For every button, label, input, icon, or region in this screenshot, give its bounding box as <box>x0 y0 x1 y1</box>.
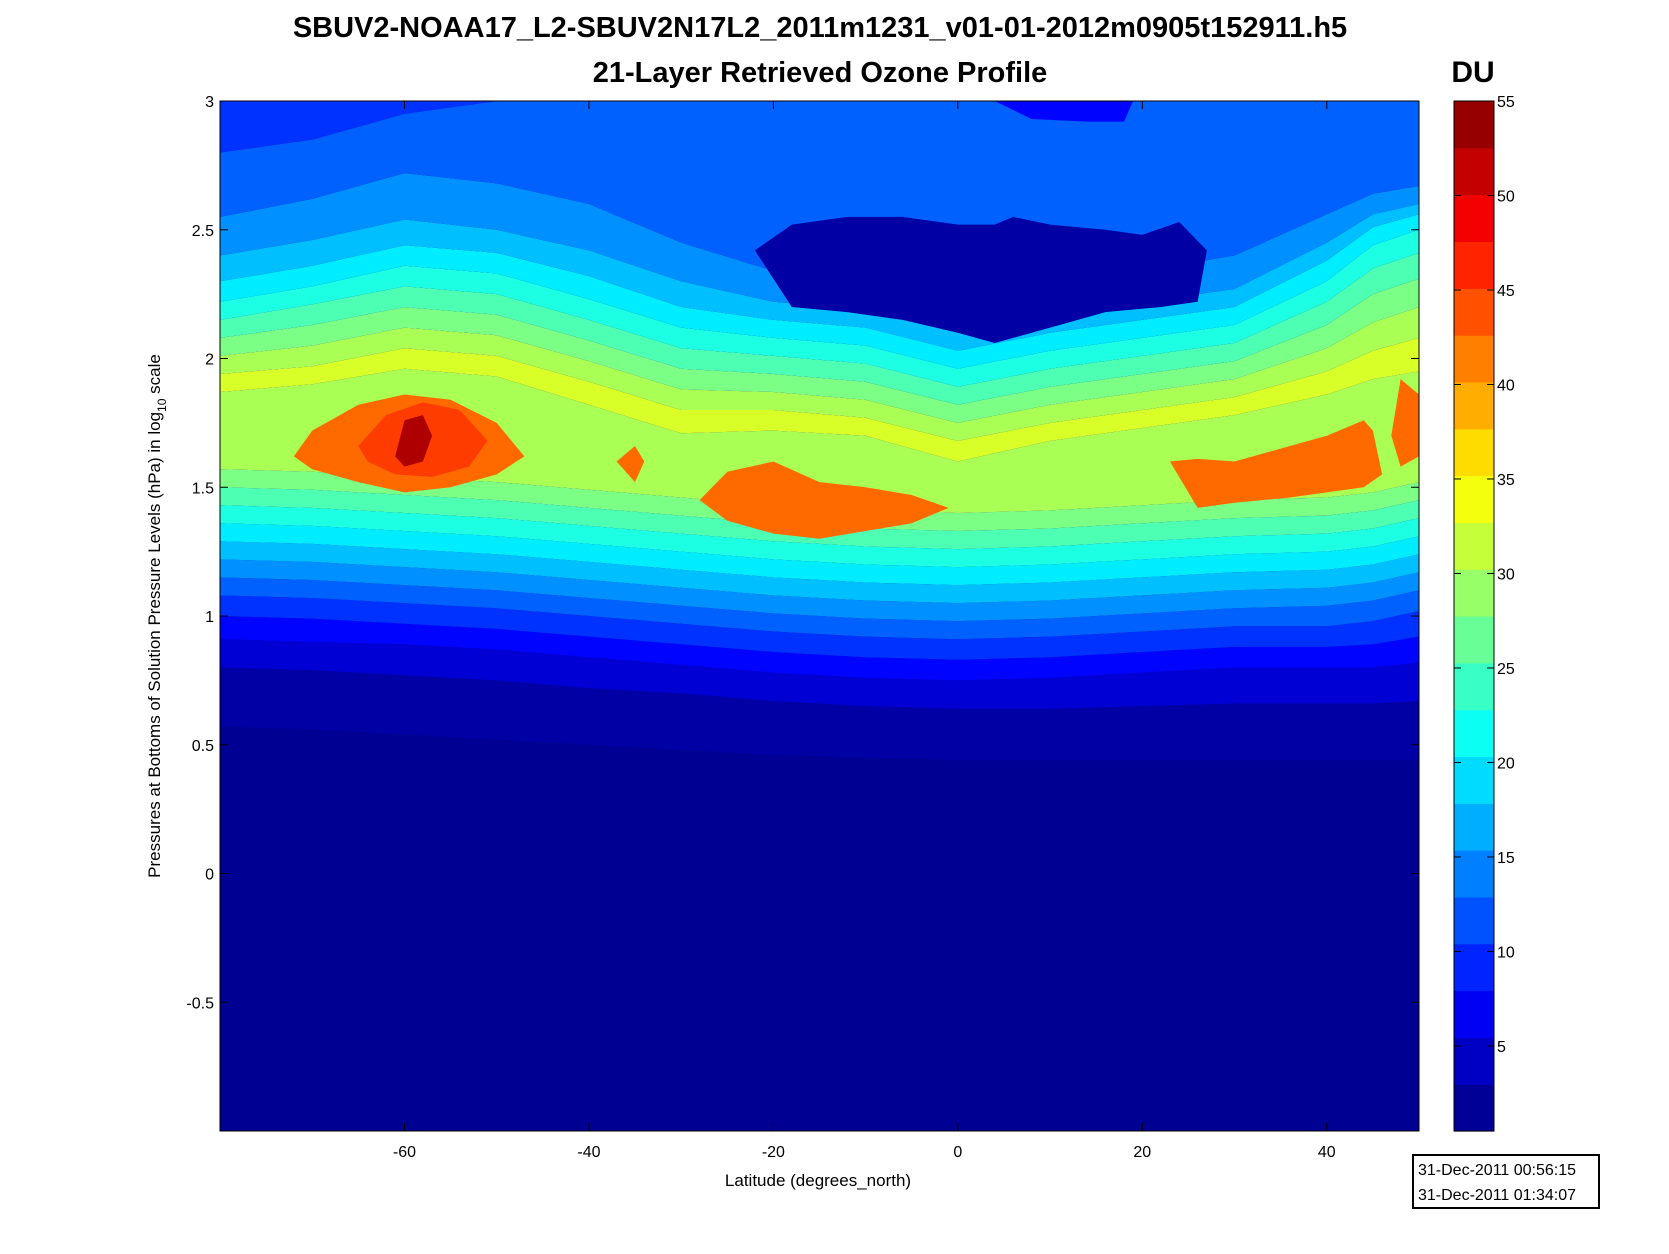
x-tick-label: 0 <box>953 1144 962 1161</box>
contour-region <box>1391 379 1419 467</box>
colorbar-swatch <box>1454 147 1494 196</box>
colorbar-swatch <box>1454 475 1494 523</box>
colorbar-swatch <box>1454 803 1494 851</box>
colorbar-tick-label: 25 <box>1497 661 1515 678</box>
colorbar <box>1454 101 1494 1132</box>
contour-band <box>220 541 1419 604</box>
y-tick-label: 2.5 <box>192 223 214 240</box>
y-tick-label: 1 <box>205 609 214 626</box>
x-tick-label: 20 <box>1133 1144 1151 1161</box>
y-tick-label: 2 <box>205 352 214 369</box>
x-tick-label: -20 <box>762 1144 785 1161</box>
y-tick-label: -0.5 <box>186 995 214 1012</box>
colorbar-swatch <box>1454 194 1494 242</box>
chart-title-line1: SBUV2-NOAA17_L2-SBUV2N17L2_2011m1231_v01… <box>293 12 1347 44</box>
x-axis: -60 -40 -20 0 20 40 <box>393 101 1336 1161</box>
contour-band <box>220 337 1419 462</box>
colorbar-swatch <box>1454 1084 1494 1132</box>
contour-band <box>220 229 1419 387</box>
colorbar-unit: DU <box>1451 56 1494 89</box>
colorbar-tick-label: 55 <box>1497 94 1515 111</box>
contour-region <box>754 216 1207 343</box>
contour-band <box>220 101 1419 153</box>
contour-band <box>220 469 1419 531</box>
colorbar-frame <box>1453 100 1495 1132</box>
colorbar-tick-label: 40 <box>1497 377 1515 394</box>
x-axis-label: Latitude (degrees_north) <box>725 1171 911 1190</box>
contour-band <box>220 595 1419 660</box>
colorbar-swatch <box>1454 288 1494 336</box>
contour-band <box>220 204 1419 351</box>
contour-band <box>220 252 1419 405</box>
colorbar-swatch <box>1454 428 1494 477</box>
contour-band <box>220 487 1419 550</box>
colorbar-tick-label: 10 <box>1497 944 1515 961</box>
y-tick-label: 3 <box>205 94 214 111</box>
y-tick-label: 1.5 <box>192 480 214 497</box>
colorbar-swatch <box>1454 943 1494 992</box>
contour-region <box>616 446 645 483</box>
contour-region <box>699 461 949 539</box>
time-range-box: 31-Dec-2011 00:56:15 31-Dec-2011 01:34:0… <box>1412 1154 1600 1209</box>
colorbar-swatch <box>1454 522 1494 570</box>
contour-band <box>220 214 1419 369</box>
contour-band <box>220 307 1419 441</box>
contour-band <box>220 559 1419 622</box>
colorbar-swatch <box>1454 756 1494 804</box>
colorbar-swatch <box>1454 990 1494 1038</box>
colorbar-tick-label: 20 <box>1497 755 1515 772</box>
contour-band <box>220 368 1419 513</box>
colorbar-swatch <box>1454 241 1494 289</box>
colorbar-tick-label: 5 <box>1497 1039 1506 1056</box>
contour-band <box>220 523 1419 586</box>
colorbar-swatch <box>1454 101 1494 149</box>
x-tick-label: -60 <box>393 1144 416 1161</box>
y-axis: 3 2.5 2 1.5 1 0.5 0 -0.5 <box>186 94 1419 1012</box>
contour-band <box>220 505 1419 568</box>
colorbar-swatch <box>1454 896 1494 945</box>
x-tick-label: 40 <box>1318 1144 1336 1161</box>
plot-area <box>220 101 1419 1131</box>
colorbar-tick-label: 50 <box>1497 188 1515 205</box>
time-start: 31-Dec-2011 00:56:15 <box>1418 1162 1577 1179</box>
time-end: 31-Dec-2011 01:34:07 <box>1418 1187 1577 1204</box>
contour-band <box>220 577 1419 640</box>
colorbar-swatch <box>1454 1037 1494 1085</box>
y-tick-label: 0.5 <box>192 738 214 755</box>
colorbar-swatch <box>1454 662 1494 711</box>
colorbar-ticks: 5 10 15 20 25 30 35 40 45 50 55 <box>1454 94 1515 1056</box>
colorbar-tick-label: 35 <box>1497 472 1515 489</box>
contour-region <box>395 415 433 467</box>
colorbar-swatch <box>1454 381 1494 430</box>
colorbar-swatch <box>1454 569 1494 617</box>
colorbar-tick-label: 15 <box>1497 850 1515 867</box>
colorbar-swatch <box>1454 616 1494 664</box>
colorbar-swatch <box>1454 335 1494 383</box>
contour-region <box>1170 420 1383 508</box>
colorbar-swatch <box>1454 709 1494 757</box>
contour-band <box>220 616 1419 681</box>
contour-band <box>220 278 1419 423</box>
x-tick-label: -40 <box>577 1144 600 1161</box>
contour-band <box>220 639 1419 709</box>
colorbar-tick-label: 30 <box>1497 566 1515 583</box>
y-tick-label: 0 <box>205 867 214 884</box>
contour-band <box>220 667 1419 761</box>
colorbar-swatch <box>1454 850 1494 898</box>
colorbar-tick-label: 45 <box>1497 283 1515 300</box>
contour-region <box>994 101 1134 122</box>
chart-title-line2: 21-Layer Retrieved Ozone Profile <box>593 57 1048 89</box>
y-axis-label: Pressures at Bottoms of Solution Pressur… <box>145 354 169 878</box>
